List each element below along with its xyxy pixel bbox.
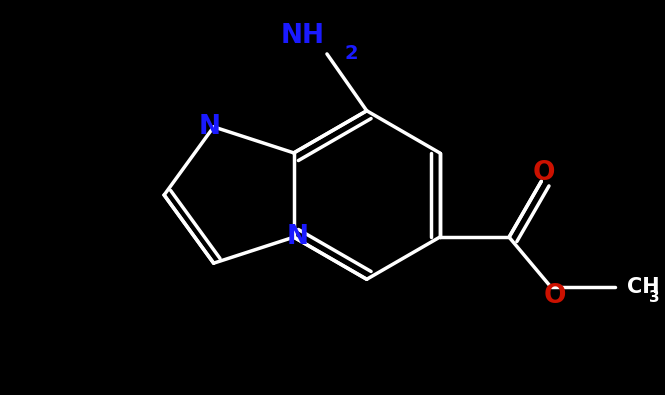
Text: CH: CH <box>627 276 660 297</box>
Text: O: O <box>543 284 566 309</box>
Text: NH: NH <box>281 23 325 49</box>
Text: 2: 2 <box>344 44 358 63</box>
Text: N: N <box>199 114 221 140</box>
Text: O: O <box>533 160 555 186</box>
Text: N: N <box>287 224 309 250</box>
Text: 3: 3 <box>648 290 659 305</box>
